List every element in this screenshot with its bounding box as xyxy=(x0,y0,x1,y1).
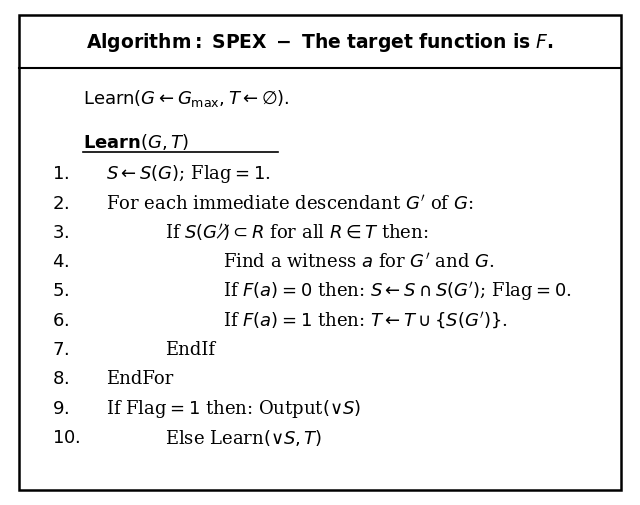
Text: EndIf: EndIf xyxy=(165,341,215,359)
Text: For each immediate descendant $G'$ of $G$:: For each immediate descendant $G'$ of $G… xyxy=(106,194,473,213)
Text: $4.$: $4.$ xyxy=(52,253,70,271)
Text: $1.$: $1.$ xyxy=(52,165,70,183)
Text: If Flag$= 1$ then: Output$(\vee S)$: If Flag$= 1$ then: Output$(\vee S)$ xyxy=(106,397,361,420)
Text: $5.$: $5.$ xyxy=(52,282,70,300)
Text: Find a witness $a$ for $G'$ and $G$.: Find a witness $a$ for $G'$ and $G$. xyxy=(223,252,494,272)
Text: $7.$: $7.$ xyxy=(52,341,70,359)
Text: If $S(G') \not\subset R$ for all $R \in T$ then:: If $S(G') \not\subset R$ for all $R \in … xyxy=(165,222,429,243)
Text: $8.$: $8.$ xyxy=(52,370,70,388)
Text: $6.$: $6.$ xyxy=(52,312,70,330)
Text: $S \leftarrow S(G)$; Flag$= 1$.: $S \leftarrow S(G)$; Flag$= 1$. xyxy=(106,163,271,185)
Text: $\mathbf{Learn}(G,T)$: $\mathbf{Learn}(G,T)$ xyxy=(83,132,189,153)
Text: If $F(a) = 1$ then: $T \leftarrow T \cup \{S(G')\}$.: If $F(a) = 1$ then: $T \leftarrow T \cup… xyxy=(223,311,508,331)
Text: $2.$: $2.$ xyxy=(52,194,70,213)
Text: EndFor: EndFor xyxy=(106,370,173,388)
Text: $3.$: $3.$ xyxy=(52,224,70,242)
Text: Else Learn$(\vee S, T)$: Else Learn$(\vee S, T)$ xyxy=(165,428,323,448)
Text: $10.$: $10.$ xyxy=(52,429,81,447)
Text: $9.$: $9.$ xyxy=(52,399,70,418)
Text: If $F(a) = 0$ then: $S \leftarrow S \cap S(G')$; Flag$= 0$.: If $F(a) = 0$ then: $S \leftarrow S \cap… xyxy=(223,280,572,303)
FancyBboxPatch shape xyxy=(19,15,621,490)
Text: $\mathbf{Algorithm{:}\ SPEX\ -\ The\ target\ function\ is}\ F\mathbf{.}$: $\mathbf{Algorithm{:}\ SPEX\ -\ The\ tar… xyxy=(86,31,554,55)
Text: $\mathrm{Learn}(G \leftarrow G_{\mathrm{max}},T \leftarrow \emptyset).$: $\mathrm{Learn}(G \leftarrow G_{\mathrm{… xyxy=(83,88,290,109)
